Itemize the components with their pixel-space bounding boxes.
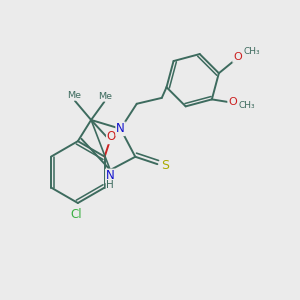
Text: H: H [106, 180, 114, 190]
Text: N: N [106, 169, 115, 182]
Text: N: N [116, 122, 125, 135]
Text: CH₃: CH₃ [243, 47, 260, 56]
Text: Me: Me [98, 92, 112, 101]
Text: Me: Me [67, 91, 81, 100]
Text: S: S [161, 159, 169, 172]
Text: O: O [228, 97, 237, 107]
Text: O: O [233, 52, 242, 62]
Text: O: O [107, 130, 116, 143]
Text: Cl: Cl [70, 208, 82, 221]
Text: CH₃: CH₃ [238, 101, 255, 110]
